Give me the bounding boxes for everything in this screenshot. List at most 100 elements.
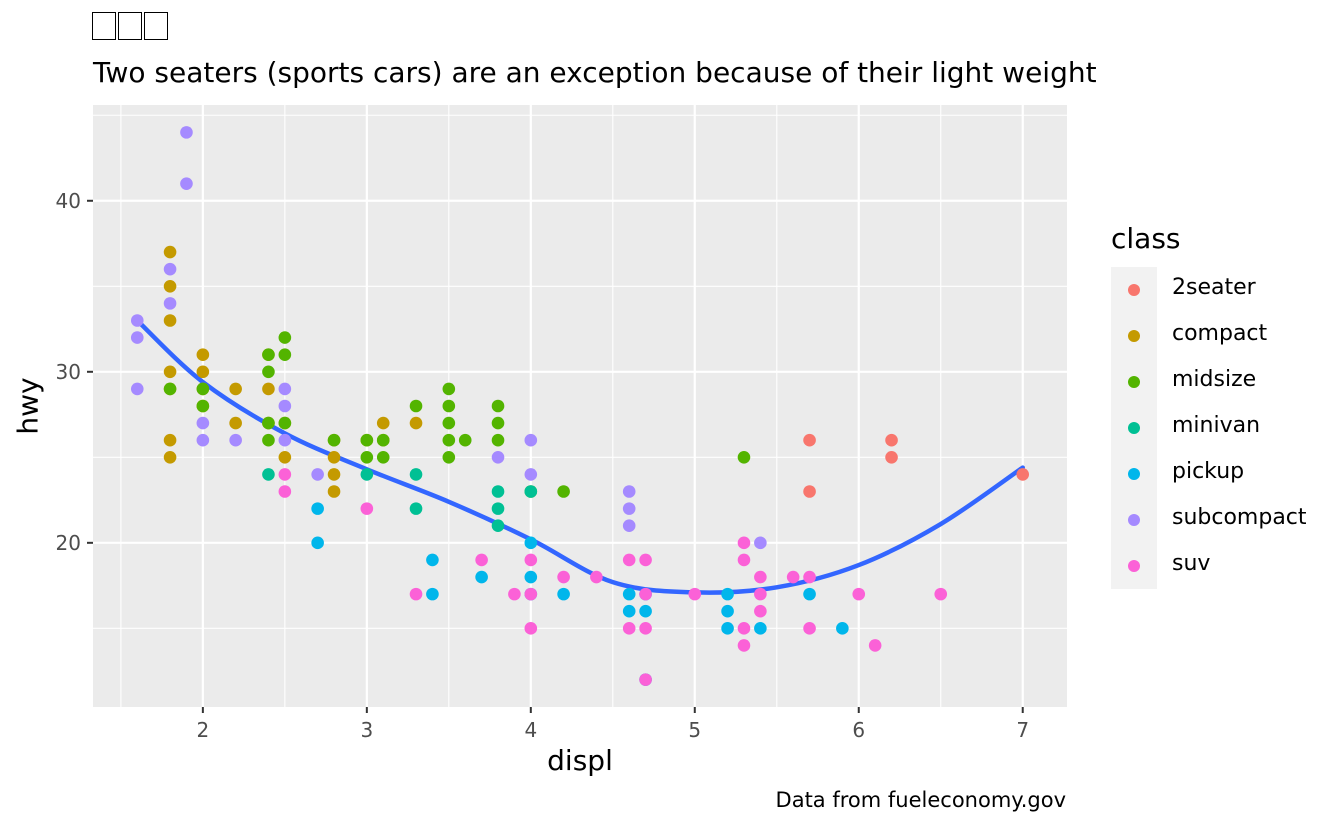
data-point-2seater: [803, 433, 816, 447]
data-point-minivan: [491, 519, 505, 533]
plot-panel: [93, 105, 1067, 707]
data-point-midsize: [163, 382, 177, 396]
data-point-subcompact: [622, 519, 636, 533]
legend-item-compact: compact: [1111, 313, 1331, 359]
data-point-midsize: [262, 348, 275, 361]
data-point-midsize: [278, 331, 292, 344]
data-point-subcompact: [229, 433, 242, 447]
data-point-midsize: [442, 399, 456, 413]
data-point-pickup: [721, 587, 734, 601]
data-point-suv: [639, 587, 652, 601]
legend-label: pickup: [1172, 459, 1245, 484]
data-point-2seater: [885, 433, 898, 447]
legend-label: suv: [1172, 551, 1211, 576]
data-point-midsize: [557, 485, 570, 498]
data-point-minivan: [409, 502, 423, 515]
data-point-minivan: [360, 468, 374, 481]
data-point-pickup: [721, 622, 734, 635]
data-point-suv: [803, 622, 816, 635]
legend-item-pickup: pickup: [1111, 451, 1331, 497]
data-point-midsize: [442, 433, 456, 447]
data-point-suv: [737, 536, 751, 550]
data-point-subcompact: [130, 314, 144, 327]
data-point-compact: [163, 365, 177, 379]
data-point-midsize: [458, 433, 472, 447]
data-point-midsize: [442, 451, 456, 464]
data-point-compact: [278, 451, 292, 464]
legend-label: subcompact: [1172, 505, 1307, 530]
x-tick-label: 6: [852, 718, 865, 742]
x-tick-label: 4: [524, 718, 537, 742]
legend: class 2seater compact midsize minivan pickup…: [1111, 222, 1307, 589]
data-point-compact: [163, 433, 177, 447]
data-point-pickup: [557, 587, 570, 601]
data-point-suv: [639, 553, 652, 567]
data-point-suv: [622, 553, 636, 567]
data-point-compact: [229, 382, 242, 396]
data-point-pickup: [622, 587, 636, 601]
legend-label: compact: [1172, 321, 1268, 346]
legend-label: 2seater: [1172, 275, 1256, 300]
data-point-suv: [737, 622, 751, 635]
data-point-2seater: [885, 451, 898, 464]
data-point-suv: [508, 587, 521, 601]
data-point-compact: [163, 314, 177, 327]
legend-key-dot: [1128, 422, 1140, 434]
legend-key-dot: [1128, 560, 1140, 572]
data-point-pickup: [524, 536, 538, 550]
data-point-suv: [639, 673, 652, 686]
legend-item-suv: suv: [1111, 543, 1331, 589]
data-point-compact: [163, 245, 177, 259]
data-point-compact: [376, 416, 390, 430]
data-point-suv: [737, 639, 751, 652]
smooth-line: [135, 318, 1025, 595]
data-point-pickup: [311, 502, 324, 515]
data-point-minivan: [491, 485, 505, 498]
data-point-compact: [327, 468, 341, 481]
data-point-minivan: [409, 468, 423, 481]
data-point-midsize: [278, 416, 292, 430]
data-point-midsize: [196, 382, 210, 396]
data-point-pickup: [639, 604, 652, 618]
data-point-subcompact: [130, 382, 144, 396]
title-glyphs: [92, 12, 168, 40]
data-point-subcompact: [278, 433, 292, 447]
chart-caption: Data from fueleconomy.gov: [775, 788, 1066, 812]
data-point-midsize: [409, 399, 423, 413]
data-point-subcompact: [622, 502, 636, 515]
data-point-suv: [868, 639, 882, 652]
x-tick-label: 7: [1016, 718, 1029, 742]
data-point-midsize: [491, 433, 505, 447]
data-point-suv: [852, 587, 866, 601]
data-point-suv: [737, 553, 751, 567]
legend-label: minivan: [1172, 413, 1261, 438]
data-point-suv: [278, 468, 292, 481]
data-point-compact: [229, 416, 242, 430]
data-point-pickup: [311, 536, 324, 550]
data-point-midsize: [262, 416, 275, 430]
data-point-midsize: [442, 416, 456, 430]
legend-key-dot: [1128, 284, 1140, 296]
data-point-suv: [754, 570, 767, 584]
data-point-compact: [163, 451, 177, 464]
data-point-compact: [327, 451, 341, 464]
data-point-pickup: [426, 587, 439, 601]
data-point-suv: [590, 570, 603, 584]
legend-key-dot: [1128, 468, 1140, 480]
data-point-pickup: [754, 622, 767, 635]
data-point-compact: [262, 382, 275, 396]
data-point-midsize: [360, 433, 374, 447]
data-point-suv: [524, 553, 538, 567]
data-point-subcompact: [163, 262, 177, 276]
data-point-midsize: [737, 451, 751, 464]
data-point-subcompact: [754, 536, 767, 550]
data-point-suv: [475, 553, 488, 567]
data-point-subcompact: [311, 468, 324, 481]
data-point-midsize: [278, 348, 292, 361]
y-axis-title: hwy: [11, 377, 45, 435]
data-point-subcompact: [180, 126, 193, 139]
data-point-subcompact: [163, 297, 177, 310]
data-point-subcompact: [196, 416, 210, 430]
data-point-subcompact: [524, 433, 538, 447]
data-point-midsize: [360, 451, 374, 464]
